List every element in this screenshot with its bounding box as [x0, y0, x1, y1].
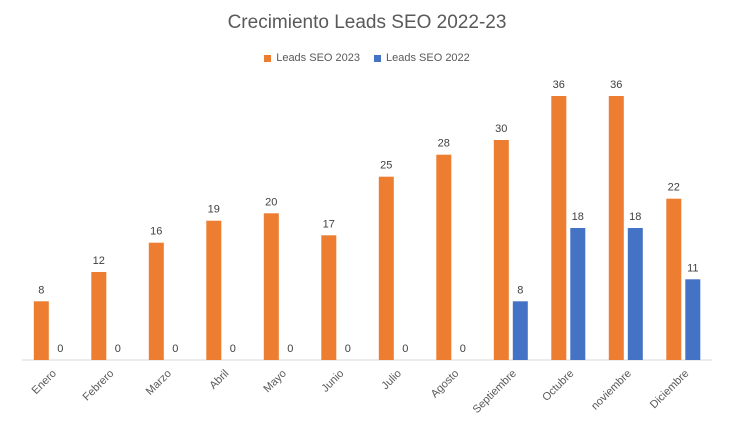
bar-2023-junio [321, 235, 337, 360]
x-tick-label-abril: Abril [207, 368, 231, 392]
x-tick-label-enero: Enero [30, 368, 59, 397]
data-label-2022-mayo: 0 [287, 343, 293, 355]
x-tick-label-octubre: Octubre [540, 368, 576, 404]
bar-2023-marzo [148, 242, 164, 360]
bar-2022-septiembre [512, 301, 528, 360]
data-label-2022-diciembre: 11 [687, 262, 698, 274]
bar-2022-noviembre [627, 228, 643, 360]
data-label-2022-junio: 0 [345, 343, 351, 355]
data-label-2023-abril: 19 [208, 204, 220, 216]
data-label-2023-mayo: 20 [265, 196, 277, 208]
data-label-2023-enero: 8 [38, 284, 44, 296]
x-tick-label-septiembre: Septiembre [471, 368, 519, 416]
bar-2023-octubre [551, 96, 567, 360]
legend-label-2023: Leads SEO 2023 [276, 52, 360, 64]
data-label-2023-agosto: 28 [438, 138, 450, 150]
data-label-2023-septiembre: 30 [495, 123, 507, 135]
legend-label-2022: Leads SEO 2022 [386, 52, 470, 64]
bar-2023-febrero [91, 272, 107, 360]
chart-title: Crecimiento Leads SEO 2022-23 [227, 12, 507, 33]
data-label-2023-noviembre: 36 [610, 79, 622, 91]
bar-2023-septiembre [493, 140, 509, 360]
legend-swatch-2023 [264, 54, 272, 62]
data-label-2023-febrero: 12 [93, 255, 105, 267]
bar-2023-julio [378, 176, 394, 360]
bar-2023-enero [33, 301, 49, 360]
data-label-2023-julio: 25 [380, 160, 392, 172]
bar-2022-diciembre [685, 279, 701, 360]
x-tick-label-agosto: Agosto [429, 368, 462, 401]
data-label-2022-noviembre: 18 [629, 211, 641, 223]
bar-2022-octubre [570, 228, 586, 360]
bar-2023-abril [206, 220, 222, 360]
legend-item-2023: Leads SEO 2023 [264, 52, 360, 64]
x-tick-label-marzo: Marzo [144, 368, 174, 398]
x-tick-label-noviembre: noviembre [589, 368, 634, 413]
x-tick-label-mayo: Mayo [261, 368, 289, 396]
bar-2023-noviembre [608, 96, 624, 360]
data-label-2022-abril: 0 [230, 343, 236, 355]
data-label-2022-febrero: 0 [115, 343, 121, 355]
data-label-2022-marzo: 0 [172, 343, 178, 355]
data-label-2023-octubre: 36 [553, 79, 565, 91]
legend-item-2022: Leads SEO 2022 [374, 52, 470, 64]
x-tick-label-junio: Junio [319, 368, 346, 395]
bar-2023-mayo [263, 213, 279, 360]
data-label-2022-agosto: 0 [460, 343, 466, 355]
legend: Leads SEO 2023 Leads SEO 2022 [0, 52, 734, 64]
bar-2023-diciembre [666, 198, 682, 360]
data-label-2022-julio: 0 [402, 343, 408, 355]
data-label-2023-diciembre: 22 [668, 182, 680, 194]
data-label-2023-marzo: 16 [150, 226, 162, 238]
data-label-2022-enero: 0 [57, 343, 63, 355]
legend-swatch-2022 [374, 54, 381, 62]
data-label-2023-junio: 17 [323, 218, 335, 230]
x-tick-label-diciembre: Diciembre [648, 368, 691, 411]
x-tick-label-julio: Julio [379, 368, 403, 392]
data-label-2022-octubre: 18 [572, 211, 584, 223]
data-label-2022-septiembre: 8 [517, 284, 523, 296]
bar-2023-agosto [436, 154, 452, 360]
x-tick-label-febrero: Febrero [81, 368, 117, 404]
